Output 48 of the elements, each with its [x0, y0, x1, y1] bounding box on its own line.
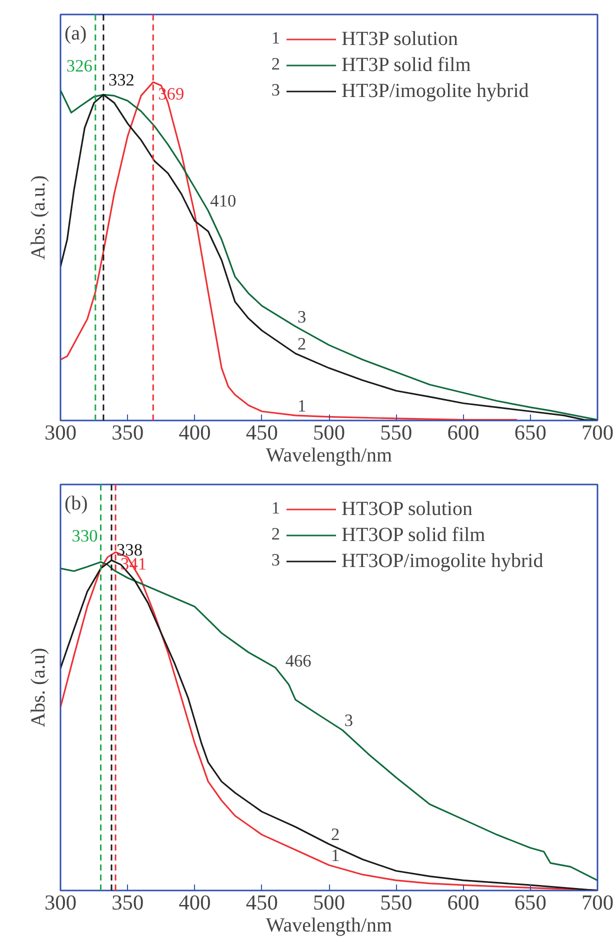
annotation: 410 — [210, 192, 236, 211]
x-axis-title: Wavelength/nm — [266, 444, 393, 466]
x-tick-label: 700 — [582, 420, 614, 444]
x-tick-label: 450 — [246, 420, 278, 444]
x-axis-title: Wavelength/nm — [266, 914, 393, 936]
x-tick-label: 400 — [178, 890, 211, 914]
x-tick-label: 450 — [246, 890, 278, 914]
x-tick-label: 300 — [44, 890, 77, 914]
x-tick-label: 600 — [447, 420, 480, 444]
annotation: 3 — [271, 80, 280, 100]
y-axis-title: Abs. (a.u) — [28, 648, 50, 728]
legend-label: HT3OP/imogolite hybrid — [342, 548, 544, 574]
text: 2 — [271, 524, 280, 544]
annotation: 3 — [344, 711, 354, 730]
legend-label: HT3OP solution — [342, 496, 472, 522]
legend-label: HT3P solid film — [342, 52, 471, 78]
text: 1 — [271, 28, 280, 48]
legend-label: HT3P/imogolite hybrid — [342, 78, 529, 104]
legend-label: HT3P solution — [342, 26, 458, 52]
ref-line-label: 330 — [72, 526, 98, 546]
annotation: 466 — [285, 652, 312, 671]
x-tick-label: 650 — [514, 890, 546, 914]
annotation: 3 — [271, 550, 280, 570]
y-axis-title: Abs. (a.u.) — [28, 175, 50, 260]
annotation: 1 — [331, 846, 340, 866]
ref-line-label: 338 — [116, 540, 143, 560]
x-tick-label: 550 — [380, 420, 412, 444]
x-tick-label: 500 — [313, 890, 346, 914]
text: 2 — [271, 54, 280, 74]
x-tick-label: 300 — [44, 420, 77, 444]
ref-line-label: 332 — [108, 70, 134, 90]
annotation: 2 — [331, 825, 340, 844]
x-tick-label: 400 — [178, 420, 211, 444]
x-tick-label: 700 — [582, 890, 614, 914]
x-tick-label: 550 — [380, 890, 412, 914]
ref-line-label: 326 — [66, 56, 93, 76]
chart-title: (b) — [64, 492, 88, 514]
chart-title: (a) — [64, 22, 87, 44]
annotation: 2 — [297, 334, 306, 354]
x-tick-label: 350 — [112, 420, 144, 444]
annotation: 1 — [297, 396, 306, 416]
x-tick-label: 600 — [447, 890, 480, 914]
x-tick-label: 650 — [514, 420, 546, 444]
annotation: 3 — [297, 307, 306, 326]
x-tick-label: 500 — [313, 420, 346, 444]
text: 1 — [271, 498, 280, 518]
legend-label: HT3OP solid film — [342, 522, 486, 548]
x-tick-label: 350 — [112, 890, 144, 914]
